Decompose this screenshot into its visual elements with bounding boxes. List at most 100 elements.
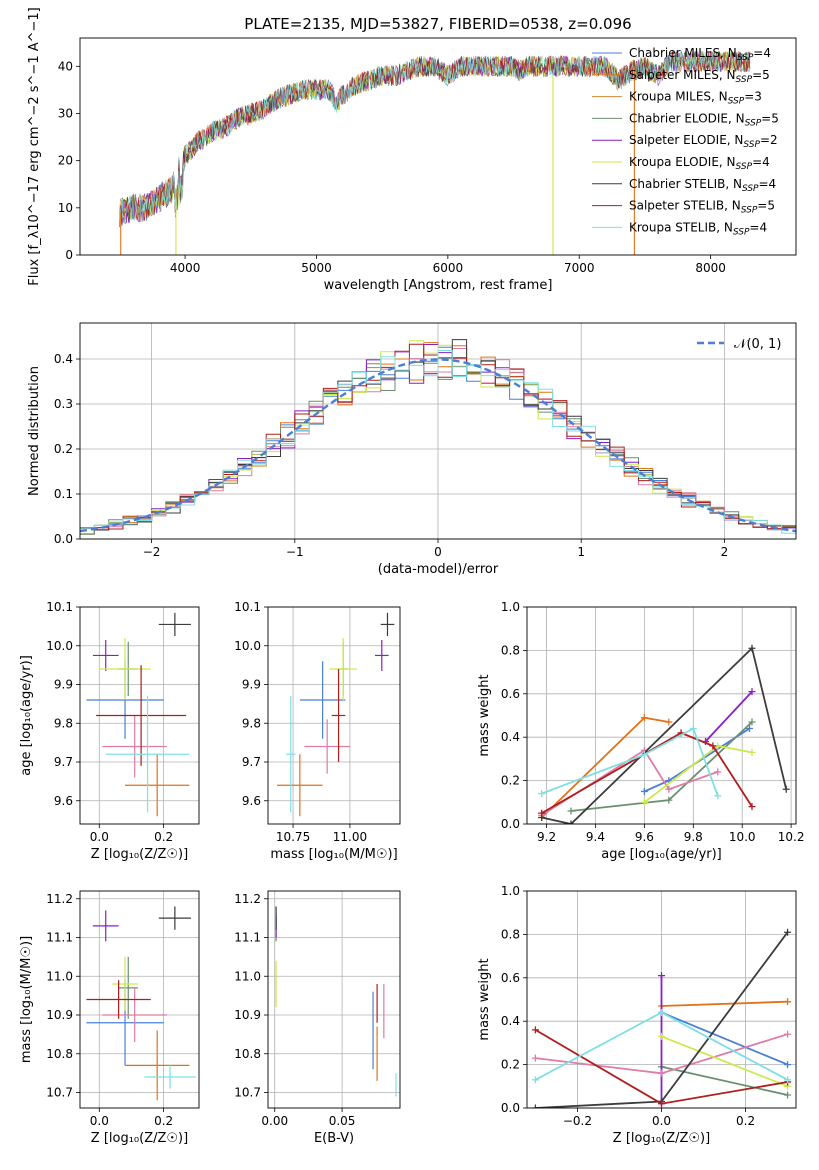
weight-marker — [689, 725, 697, 733]
x-tick-label: 5000 — [301, 261, 332, 275]
axes-frame — [526, 606, 797, 825]
legend-label: Chabrier MILES, NSSP=4 — [629, 46, 771, 63]
weight-marker — [784, 1061, 792, 1069]
y-tick-label: 0.0 — [501, 1101, 520, 1115]
y-axis-label: mass [log₁₀(M/M☉)] — [19, 936, 34, 1063]
weight-line — [661, 1035, 788, 1088]
x-tick-label: 0.2 — [154, 1114, 173, 1128]
weight-marker — [658, 1100, 665, 1108]
error-bar-point — [304, 719, 350, 774]
y-tick-label: 11.0 — [234, 969, 261, 983]
x-axis-label: mass [log₁₀(M/M☉)] — [270, 847, 397, 862]
axes-frame — [79, 606, 200, 825]
y-tick-label: 10.1 — [46, 600, 73, 614]
y-tick-label: 9.8 — [54, 716, 73, 730]
y-tick-label: 10.9 — [46, 1008, 73, 1022]
y-axis-label: Normed distribution — [27, 366, 42, 496]
panel-mass-vs-ebv: 0.00 0.05 10.7 10.8 10.9 11.0 11.1 11.2 E(B-V) — [234, 890, 401, 1146]
plot-area — [80, 339, 796, 539]
weight-marker — [531, 1104, 539, 1108]
x-tick-label: 9.8 — [684, 830, 703, 844]
weight-marker — [531, 1026, 539, 1034]
figure-title: PLATE=2135, MJD=53827, FIBERID=0538, z=0… — [244, 15, 631, 33]
weight-marker — [784, 1030, 792, 1038]
panel-mass-vs-Z: 0.0 0.2 10.7 10.8 10.9 11.0 11.1 11.2 Z [log₁₀(Z… — [19, 890, 200, 1146]
y-tick-label: 11.2 — [234, 892, 261, 906]
x-axis-label: age [log₁₀(age/yr)] — [601, 847, 722, 862]
y-tick-label: 0.0 — [501, 817, 520, 831]
weight-marker — [748, 718, 756, 726]
x-tick-label: 10.75 — [276, 830, 310, 844]
spectrum-legend: Chabrier MILES, NSSP=4 Salpeter MILES, NS… — [592, 46, 779, 237]
weight-marker — [709, 742, 717, 750]
y-tick-label: 10.1 — [234, 600, 261, 614]
axes-frame — [79, 322, 797, 540]
error-bar-point — [374, 639, 389, 671]
x-tick-label: 0.05 — [329, 1114, 356, 1128]
plot-area — [531, 928, 792, 1108]
weight-marker — [640, 751, 648, 759]
error-bar-point — [96, 665, 187, 766]
axes-frame — [267, 890, 401, 1109]
weight-marker — [640, 714, 648, 722]
weight-line — [661, 1000, 788, 1007]
x-tick-label: 0.0 — [652, 1114, 671, 1128]
weight-marker — [538, 790, 546, 798]
y-tick-label: 0.4 — [501, 730, 520, 744]
plot-area — [86, 612, 191, 817]
x-tick-label: 0.0 — [90, 1114, 109, 1128]
weight-line — [541, 727, 719, 797]
axes-frame — [267, 606, 401, 825]
weight-marker — [665, 785, 673, 793]
x-tick-label: 0.2 — [154, 830, 173, 844]
x-tick-label: 0 — [434, 545, 442, 559]
weight-marker — [665, 796, 673, 804]
x-tick-label: 10.0 — [729, 830, 756, 844]
axes-frame — [79, 37, 797, 256]
y-tick-label: 11.2 — [46, 892, 73, 906]
y-tick-label: 0.6 — [501, 971, 520, 985]
histogram-series — [80, 350, 796, 539]
y-tick-label: 40 — [58, 59, 73, 73]
error-bar-point — [125, 754, 190, 817]
legend-label: Kroupa ELODIE, NSSP=4 — [629, 155, 770, 172]
weight-marker — [748, 688, 756, 696]
weight-marker — [640, 787, 648, 795]
y-tick-label: 20 — [58, 154, 73, 168]
weight-marker — [658, 1009, 665, 1017]
y-tick-label: 0.0 — [54, 532, 73, 546]
y-axis-label: Flux [f_λ10^−17 erg cm^−2 s^−1 A^−1] — [27, 7, 42, 285]
error-bar-point — [144, 1065, 196, 1089]
legend-label: Salpeter STELIB, NSSP=5 — [629, 199, 775, 216]
y-tick-label: 9.6 — [54, 794, 73, 808]
plot-area — [277, 612, 395, 817]
weight-marker — [538, 809, 546, 817]
x-tick-label: 11.00 — [333, 830, 367, 844]
axes-frame — [526, 890, 797, 1109]
weight-marker — [665, 718, 673, 726]
legend-label: Chabrier STELIB, NSSP=4 — [629, 177, 776, 194]
x-axis-label: Z [log₁₀(Z/Z☉)] — [613, 1131, 710, 1146]
plot-area — [119, 50, 751, 255]
plot-area — [275, 906, 397, 1097]
weight-marker — [531, 1054, 539, 1062]
weight-marker — [567, 807, 575, 815]
panel-weight-vs-Z: −0.2 0.0 0.2 0.0 0.2 0.4 0.6 0.8 1.0 Z [log₁₀(Z/Z… — [477, 884, 797, 1146]
weight-marker — [658, 1032, 665, 1040]
x-tick-label: 7000 — [564, 261, 595, 275]
error-bar-point — [299, 661, 346, 739]
weight-line — [661, 1065, 788, 1096]
x-tick-label: 9.6 — [635, 830, 654, 844]
x-axis-label: Z [log₁₀(Z/Z☉)] — [91, 847, 188, 862]
weight-marker — [658, 972, 665, 980]
error-bar-point — [102, 715, 167, 778]
weight-line — [661, 1011, 788, 1066]
x-tick-label: 2 — [721, 545, 729, 559]
y-tick-label: 9.6 — [242, 794, 261, 808]
panel-age-vs-Z: 0.0 0.2 9.6 9.7 9.8 9.9 10.0 10.1 Z [log₁₀(Z/Z☉)… — [19, 600, 200, 862]
weight-marker — [746, 725, 754, 733]
y-tick-label: 11.0 — [46, 969, 73, 983]
y-axis-label: mass weight — [477, 674, 492, 756]
legend-label: 𝒩(0, 1) — [734, 337, 781, 352]
